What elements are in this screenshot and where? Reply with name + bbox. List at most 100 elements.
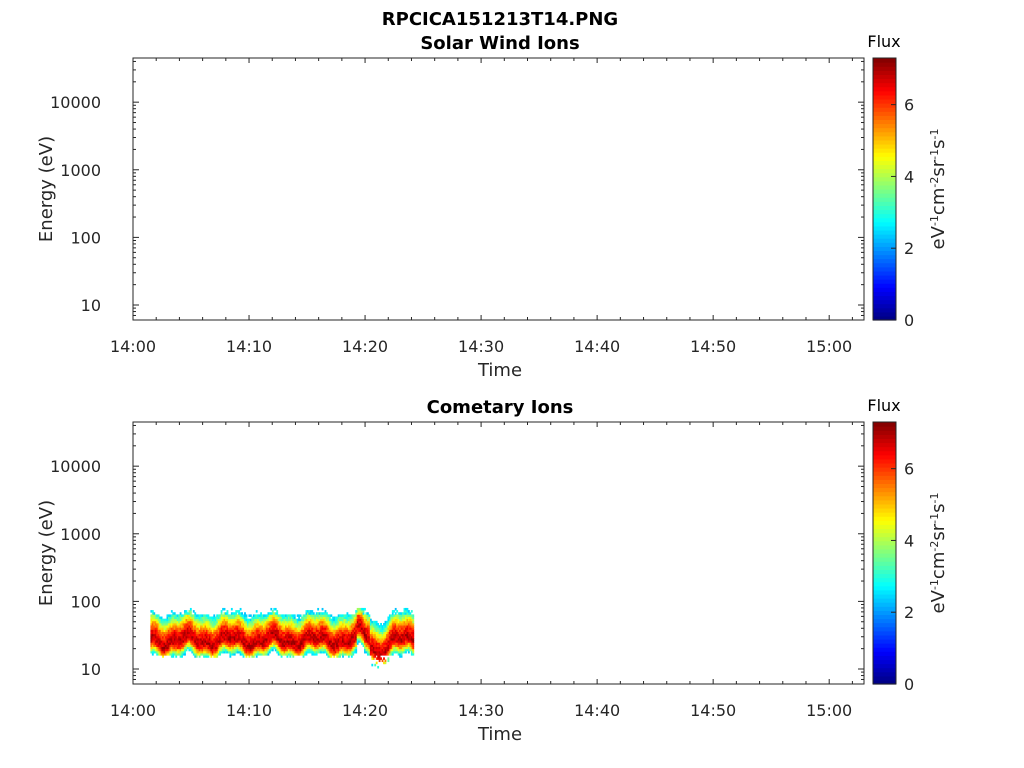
heatmap-cell [242, 646, 245, 650]
heatmap-cell [242, 620, 245, 624]
heatmap-cell [388, 650, 391, 654]
heatmap-cell [267, 627, 270, 630]
heatmap-cell [355, 616, 358, 620]
heatmap-cell [273, 629, 276, 632]
heatmap-cell [189, 616, 192, 620]
heatmap-cell [229, 618, 232, 622]
heatmap-cell [292, 640, 295, 643]
heatmap-cell [246, 648, 249, 652]
heatmap-cell [356, 631, 359, 635]
heatmap-cell [192, 614, 195, 617]
heatmap-cell [239, 612, 242, 615]
heatmap-cell [324, 631, 327, 635]
heatmap-cell [179, 655, 182, 658]
heatmap-cell [333, 625, 336, 628]
heatmap-cell [157, 627, 160, 630]
heatmap-cell [402, 614, 404, 617]
heatmap-cell [372, 646, 375, 650]
heatmap-cell [409, 646, 412, 650]
heatmap-cell [292, 622, 295, 626]
heatmap-cell [214, 644, 217, 648]
heatmap-cell [391, 650, 394, 654]
heatmap-cell [337, 616, 340, 620]
heatmap-cell [301, 633, 303, 637]
heatmap-cell [366, 620, 369, 624]
heatmap-cell [242, 642, 245, 645]
heatmap-cell [176, 627, 179, 630]
heatmap-cell [197, 616, 200, 620]
heatmap-cell [189, 642, 192, 645]
heatmap-cell [172, 650, 175, 654]
heatmap-cell [337, 627, 340, 630]
heatmap-cell [296, 644, 299, 648]
heatmap-cell [279, 650, 282, 654]
heatmap-cell [173, 627, 176, 630]
heatmap-cell [266, 638, 268, 641]
heatmap-cell [244, 638, 246, 641]
heatmap-cell [312, 618, 315, 622]
heatmap-cell [305, 625, 308, 628]
heatmap-cell [255, 625, 258, 628]
heatmap-cell [258, 631, 261, 635]
heatmap-cell [330, 653, 333, 656]
heatmap-cell [326, 631, 328, 635]
heatmap-cell [378, 642, 381, 645]
heatmap-cell [223, 625, 226, 628]
heatmap-cell [372, 622, 375, 626]
heatmap-cell [251, 646, 254, 650]
heatmap-cell [153, 629, 156, 632]
heatmap-cell [330, 644, 333, 648]
heatmap-cell [400, 631, 403, 635]
heatmap-cell [390, 629, 393, 632]
heatmap-cell [353, 644, 356, 648]
heatmap-cell [165, 646, 167, 650]
heatmap-cell [220, 625, 223, 628]
heatmap-cell [274, 646, 277, 650]
heatmap-cell [236, 622, 239, 626]
heatmap-cell [197, 635, 200, 639]
heatmap-cell [400, 622, 403, 626]
heatmap-cell [334, 631, 337, 635]
heatmap-cell [409, 614, 412, 617]
heatmap-cell [289, 614, 292, 617]
heatmap-cell [173, 629, 176, 632]
heatmap-cell [189, 646, 192, 650]
colorbar-segment [873, 123, 896, 129]
heatmap-cell [179, 614, 182, 617]
heatmap-cell [347, 642, 350, 645]
heatmap-cell [181, 633, 183, 637]
heatmap-cell [378, 627, 381, 630]
heatmap-cell [232, 642, 235, 645]
heatmap-cell [380, 657, 382, 660]
heatmap-cell [372, 635, 375, 639]
heatmap-cell [194, 620, 197, 624]
heatmap-cell [156, 620, 159, 624]
colorbar-segment [873, 152, 896, 157]
heatmap-cell [337, 655, 340, 658]
heatmap-cell [251, 638, 254, 641]
heatmap-cell [299, 635, 302, 639]
heatmap-cell [365, 622, 368, 626]
heatmap-cell [365, 625, 368, 628]
heatmap-cell [206, 627, 208, 630]
heatmap-cell [402, 612, 404, 615]
heatmap-cell [383, 657, 385, 660]
heatmap-cell [201, 650, 204, 654]
colorbar-title: Flux [867, 32, 900, 51]
colorbar-segment [873, 303, 896, 309]
heatmap-cell [365, 618, 368, 622]
heatmap-cell [372, 640, 375, 643]
heatmap-cell [189, 627, 192, 630]
heatmap-cell [226, 635, 229, 639]
heatmap-cell [185, 610, 188, 613]
heatmap-cell [195, 653, 198, 656]
heatmap-cell [274, 607, 277, 611]
heatmap-cell [167, 629, 170, 632]
heatmap-cell [283, 618, 286, 622]
heatmap-cell [216, 650, 219, 654]
heatmap-cell [349, 616, 352, 620]
heatmap-cell [186, 644, 189, 648]
heatmap-cell [342, 653, 344, 656]
heatmap-cell [301, 640, 303, 643]
heatmap-cell [211, 627, 214, 630]
